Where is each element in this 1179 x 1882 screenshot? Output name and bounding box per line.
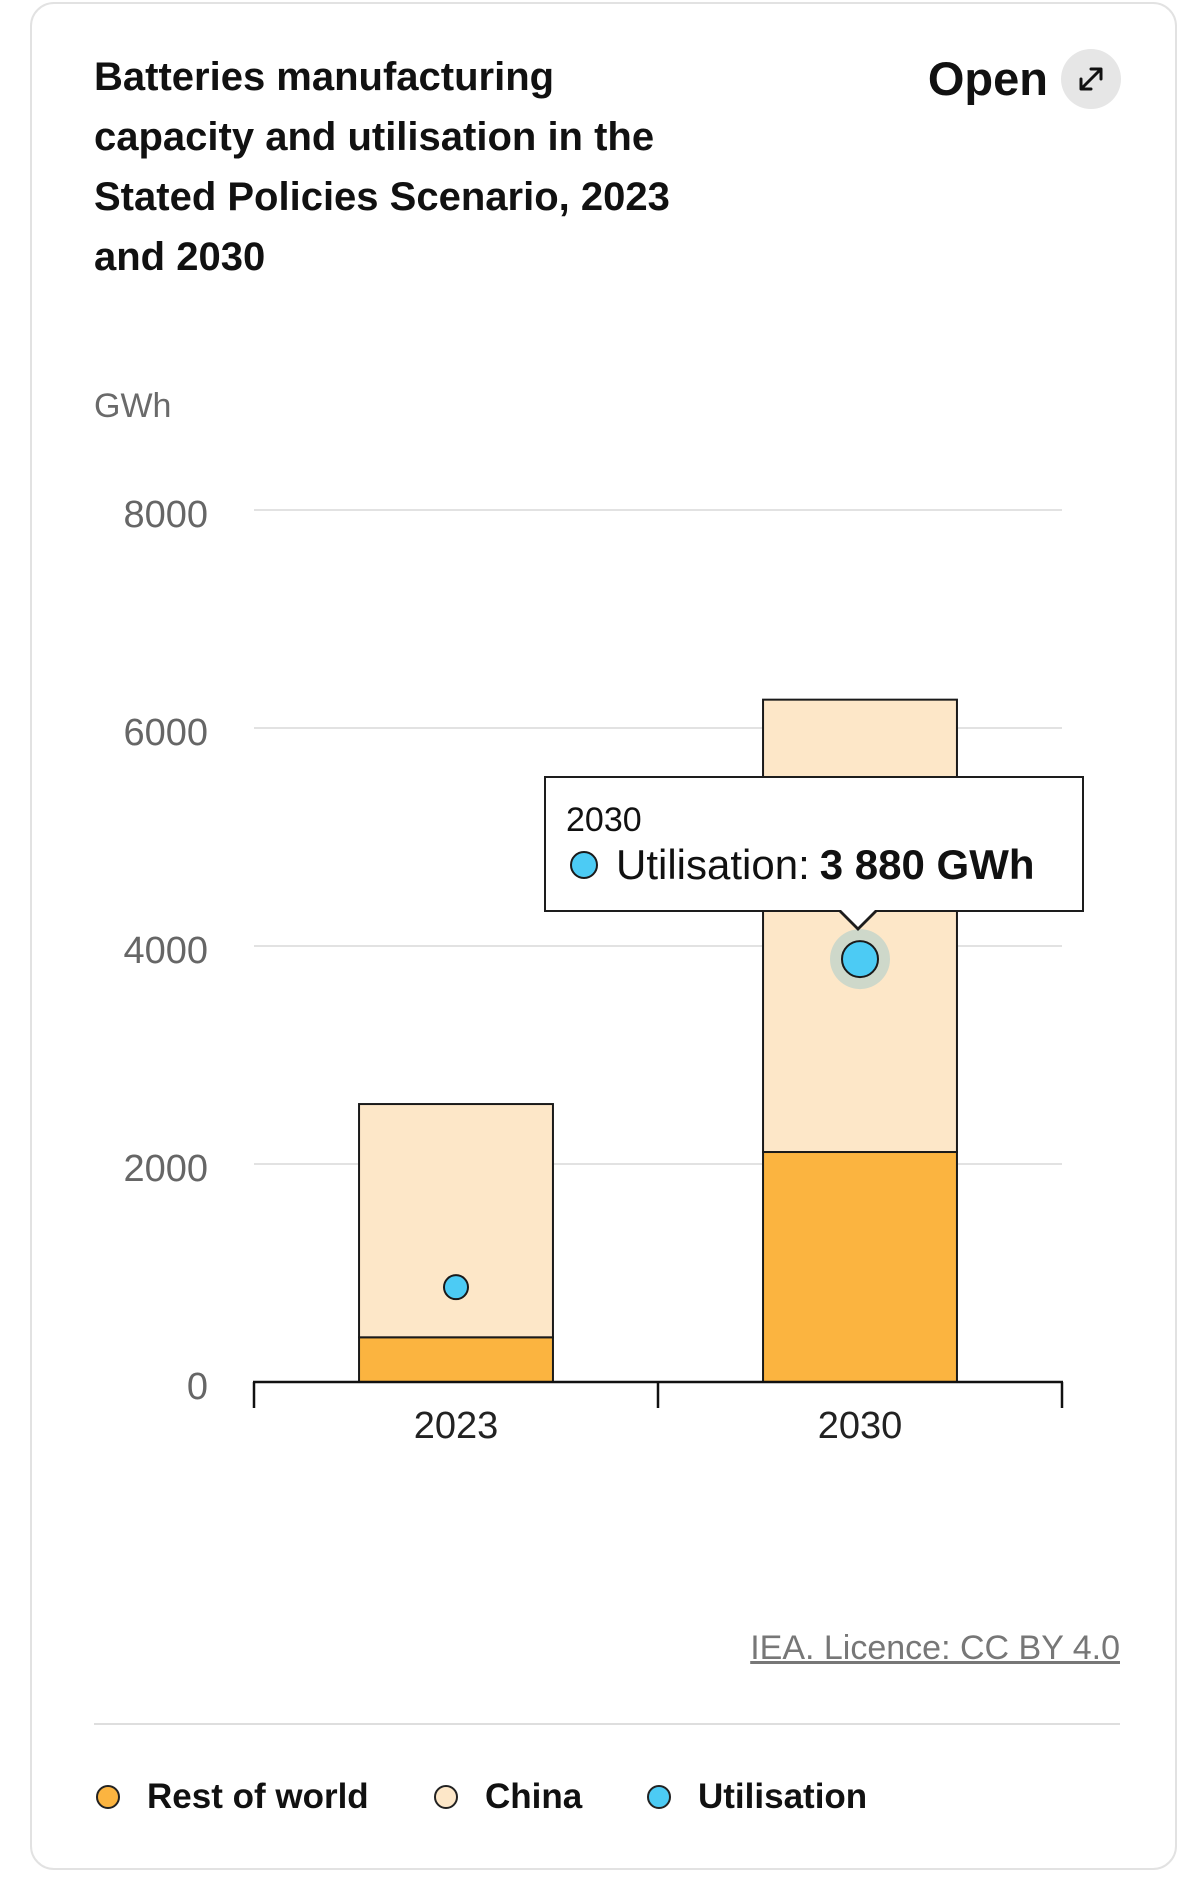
- legend-label-utilisation: Utilisation: [698, 1777, 868, 1816]
- expand-icon-graphic: [1079, 67, 1103, 91]
- y-tick-label-2000: 2000: [123, 1148, 208, 1190]
- legend-marker-rest-of-world: [96, 1785, 120, 1809]
- chart-tooltip: 2030 Utilisation: 3 880 GWh: [544, 776, 1084, 931]
- legend-marker-china: [434, 1785, 458, 1809]
- legend-label-china: China: [485, 1777, 583, 1816]
- y-tick-label-8000: 8000: [123, 494, 208, 536]
- x-tick-label-2023: 2023: [414, 1405, 499, 1447]
- tooltip-row: Utilisation: 3 880 GWh: [570, 840, 1035, 890]
- tooltip-value: 3 880 GWh: [819, 841, 1035, 888]
- chart-card: [30, 2, 1177, 1870]
- tooltip-category: 2030: [566, 801, 642, 839]
- tooltip-marker: [570, 851, 598, 879]
- bar-rest-of-world-2023[interactable]: [358, 1336, 554, 1384]
- legend-divider: [94, 1723, 1120, 1725]
- legend-label-rest-of-world: Rest of world: [147, 1777, 369, 1816]
- expand-icon[interactable]: [1061, 49, 1121, 109]
- y-axis-unit-label: GWh: [94, 387, 172, 425]
- open-button-label: Open: [927, 52, 1048, 105]
- y-tick-label-4000: 4000: [123, 930, 208, 972]
- open-button[interactable]: Open: [928, 49, 1121, 109]
- utilisation-point-2023[interactable]: [443, 1274, 469, 1301]
- legend-marker-utilisation: [647, 1785, 671, 1809]
- licence-link[interactable]: IEA. Licence: CC BY 4.0: [750, 1629, 1120, 1667]
- legend-item-utilisation[interactable]: Utilisation: [647, 1777, 867, 1817]
- y-tick-label-6000: 6000: [123, 712, 208, 754]
- chart-title: Batteries manufacturing capacity and uti…: [94, 55, 670, 279]
- x-tick-label-2030: 2030: [818, 1405, 903, 1447]
- bar-china-2023[interactable]: [358, 1103, 554, 1339]
- y-tick-label-0: 0: [187, 1366, 208, 1408]
- legend-item-china[interactable]: China: [434, 1777, 582, 1817]
- bar-rest-of-world-2030[interactable]: [762, 1151, 958, 1384]
- utilisation-point-2030[interactable]: [841, 940, 879, 979]
- tooltip-label: Utilisation:: [616, 841, 810, 888]
- legend-item-rest-of-world[interactable]: Rest of world: [96, 1777, 369, 1817]
